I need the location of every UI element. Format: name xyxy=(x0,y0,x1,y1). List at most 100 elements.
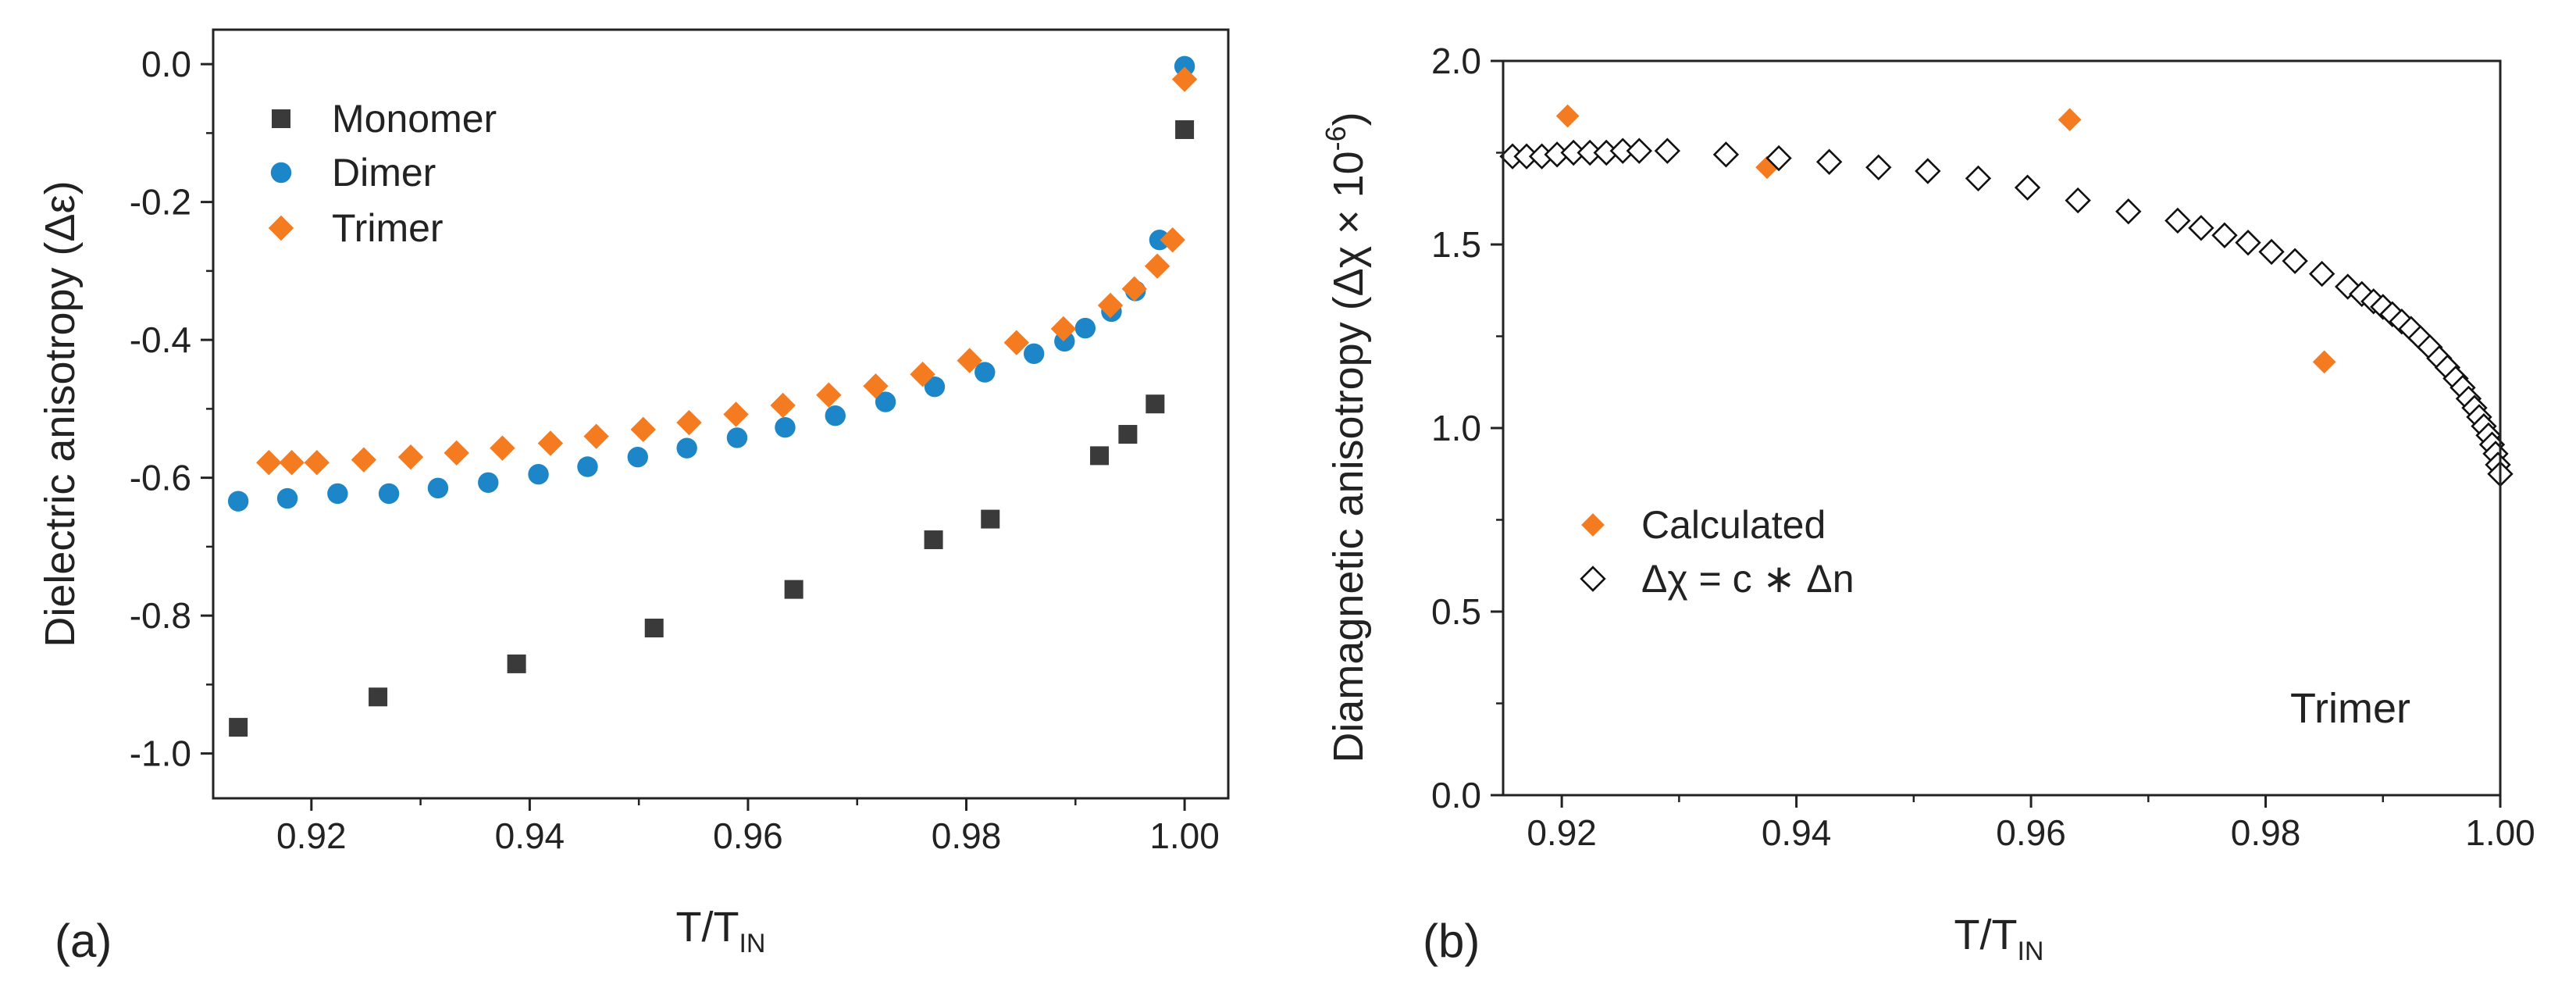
panel-b-legend-item: Calculated xyxy=(1581,503,1826,547)
panel-a-point xyxy=(1023,343,1045,364)
panel-b: 0.92 0.94 0.96 0.98 1.00 0.0 0.5 1.0 1.5 2.0 Calc… xyxy=(1320,41,2535,967)
panel-a-xlabel-sub: IN xyxy=(739,929,765,958)
panel-a-point xyxy=(1050,316,1077,342)
panel-a-legend-label: Monomer xyxy=(332,97,497,141)
panel-a-legend-marker xyxy=(272,109,290,128)
panel-a-marks xyxy=(227,55,1198,737)
panel-b-point xyxy=(1815,148,1843,175)
panel-a-point xyxy=(825,405,846,426)
panel-a-point xyxy=(726,427,748,448)
panel-a-point xyxy=(369,687,388,707)
panel-b-legend-marker xyxy=(1580,566,1606,592)
panel-b-ytick-label: 0.5 xyxy=(1431,591,1481,632)
panel-a-point xyxy=(444,440,469,466)
panel-b-series-1 xyxy=(1499,137,2514,487)
panel-b-xlabel-sub: IN xyxy=(2017,937,2043,966)
panel-a-point xyxy=(910,362,935,387)
panel-a-legend-item: Dimer xyxy=(270,151,436,194)
panel-a-series-0 xyxy=(229,120,1195,737)
panel-a-point xyxy=(1171,66,1198,92)
panel-a-point xyxy=(784,580,803,599)
panel-a-plot-frame xyxy=(212,28,1230,800)
panel-a-point xyxy=(478,472,499,494)
panel-a-point xyxy=(528,464,549,485)
panel-b-legend-label: Calculated xyxy=(1641,503,1826,547)
panel-a-point xyxy=(351,447,377,473)
panel-a-point xyxy=(490,435,515,461)
panel-a-ytick-label: -0.4 xyxy=(130,319,191,360)
panel-b-point xyxy=(2058,108,2082,132)
panel-a-point xyxy=(644,619,664,638)
panel-a-point xyxy=(229,718,248,737)
panel-a-point xyxy=(775,417,796,438)
panel-b-point xyxy=(1654,137,1681,164)
panel-b-point xyxy=(2308,260,2336,287)
panel-b-point xyxy=(2065,187,2091,214)
panel-a-ytick-label: -1.0 xyxy=(130,733,191,774)
panel-a-xtick-label: 0.92 xyxy=(276,815,347,856)
panel-a-xtick-label: 0.96 xyxy=(713,815,783,856)
panel-a-xtick-label: 0.98 xyxy=(932,815,1002,856)
panel-b-xtick-label: 0.98 xyxy=(2231,812,2301,853)
panel-a-point xyxy=(327,483,348,505)
panel-a-legend: Monomer Dimer Trimer xyxy=(268,97,497,250)
panel-a-legend-label: Trimer xyxy=(332,206,444,250)
panel-b-point xyxy=(1865,154,1892,180)
panel-b-legend-item: Δχ = c ∗ Δn xyxy=(1580,557,1855,601)
panel-a-point xyxy=(1145,394,1165,414)
panel-a-point xyxy=(1074,317,1096,339)
panel-a-point xyxy=(676,409,702,436)
panel-a-point xyxy=(1160,227,1185,253)
panel-a-legend-item: Monomer xyxy=(272,97,497,141)
panel-b-label: (b) xyxy=(1423,915,1480,967)
panel-b-marks xyxy=(1499,104,2514,487)
panel-b-point xyxy=(2014,174,2041,201)
panel-a-point xyxy=(537,430,564,456)
panel-b-xlabel: T/TIN xyxy=(1954,912,2044,966)
panel-b-point xyxy=(2115,198,2142,225)
panel-b-point xyxy=(2282,248,2308,274)
panel-a-point xyxy=(924,530,943,550)
panel-a-ytick-label: -0.6 xyxy=(130,458,191,498)
panel-a-point xyxy=(1149,229,1170,251)
panel-a-point xyxy=(583,423,609,449)
panel-b-legend-marker xyxy=(1581,513,1605,537)
panel-b-ytick-label: 1.5 xyxy=(1431,224,1481,265)
panel-a-point xyxy=(378,483,400,505)
panel-b-ytick-label: 1.0 xyxy=(1431,408,1481,448)
panel-a-point xyxy=(1097,292,1124,319)
panel-a-point xyxy=(256,450,282,476)
panel-a-label: (a) xyxy=(55,915,112,967)
panel-a: 0.92 0.94 0.96 0.98 1.00 -1.0 -0.8 -0.6 -0.4 -0.2… xyxy=(37,28,1230,967)
panel-a-point xyxy=(1174,55,1195,77)
panel-a-ylabel: Dielectric anisotropy (Δε) xyxy=(37,180,84,647)
panel-b-ylabel: Diamagnetic anisotropy (Δχ × 10-6) xyxy=(1320,112,1372,762)
panel-a-point xyxy=(875,391,896,412)
panel-a-point xyxy=(627,446,648,468)
panel-b-xtick-label: 0.92 xyxy=(1527,812,1597,853)
panel-b-point xyxy=(2335,273,2361,300)
panel-a-legend-marker xyxy=(270,162,292,184)
panel-b-point xyxy=(1626,137,1652,164)
panel-a-legend-item: Trimer xyxy=(268,206,444,250)
panel-a-point xyxy=(507,654,526,673)
panel-b-point xyxy=(1765,145,1792,172)
panel-a-ytick-label: -0.8 xyxy=(130,595,191,636)
panel-a-xlabel: T/TIN xyxy=(676,904,766,958)
panel-b-point xyxy=(1965,165,1992,192)
panel-b-xtick-label: 1.00 xyxy=(2465,812,2535,853)
panel-a-point xyxy=(676,437,697,459)
panel-a-point xyxy=(279,450,305,476)
panel-a-point xyxy=(304,450,330,476)
panel-b-annotation: Trimer xyxy=(2290,685,2410,732)
panel-a-point xyxy=(397,444,424,470)
panel-b-point xyxy=(1555,104,1580,128)
panel-b-point xyxy=(1915,158,1941,184)
panel-a-point xyxy=(630,416,656,443)
panel-b-legend: Calculated Δχ = c ∗ Δn xyxy=(1580,503,1855,601)
panel-a-legend-label: Dimer xyxy=(332,151,436,194)
panel-b-ylabel-main: Diamagnetic anisotropy (Δχ × 10 xyxy=(1325,151,1372,762)
panel-a-point xyxy=(1121,276,1147,302)
panel-a-point xyxy=(924,376,946,398)
